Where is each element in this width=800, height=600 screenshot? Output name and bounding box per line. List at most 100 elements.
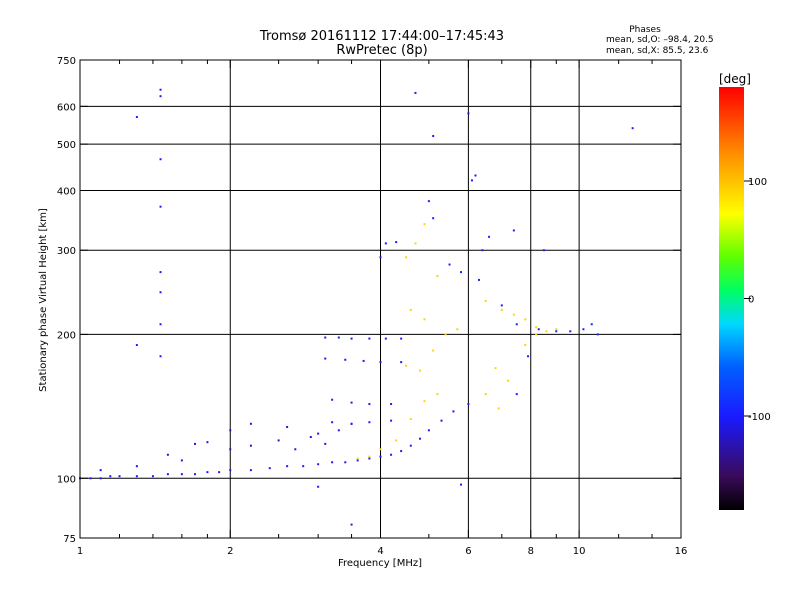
y-tick-label: 75 bbox=[63, 534, 76, 545]
data-point bbox=[436, 274, 439, 277]
data-point bbox=[631, 127, 634, 130]
data-point bbox=[419, 437, 422, 440]
data-point bbox=[159, 271, 162, 274]
data-point bbox=[436, 393, 439, 396]
data-point bbox=[337, 429, 340, 432]
data-point bbox=[356, 457, 359, 460]
data-point bbox=[444, 333, 447, 336]
data-point bbox=[99, 469, 102, 472]
colorbar-label: [deg] bbox=[719, 72, 751, 86]
x-tick-label: 8 bbox=[528, 546, 534, 557]
data-point bbox=[414, 91, 417, 94]
data-point bbox=[470, 179, 473, 182]
data-point bbox=[400, 450, 403, 453]
data-point bbox=[390, 419, 393, 422]
data-point bbox=[350, 337, 353, 340]
y-axis: 75 100 200 300 400 500 600 750 bbox=[57, 56, 681, 545]
x-tick-label: 1 bbox=[77, 546, 83, 557]
data-point bbox=[545, 330, 548, 333]
data-point bbox=[452, 410, 455, 413]
data-point bbox=[159, 205, 162, 208]
colorbar-tick-label: 0 bbox=[748, 295, 754, 306]
data-point bbox=[135, 344, 138, 347]
data-point bbox=[368, 337, 371, 340]
data-point bbox=[368, 421, 371, 424]
data-point bbox=[277, 439, 280, 442]
data-point bbox=[400, 337, 403, 340]
data-point bbox=[582, 328, 585, 331]
data-point bbox=[506, 379, 509, 382]
data-point bbox=[166, 453, 169, 456]
y-tick-label: 500 bbox=[57, 140, 76, 151]
y-axis-label: Stationary phase Virtual Height [km] bbox=[38, 208, 49, 392]
data-point bbox=[368, 455, 371, 458]
data-point bbox=[206, 471, 209, 474]
data-point bbox=[524, 318, 527, 321]
data-point bbox=[448, 263, 451, 266]
data-point bbox=[537, 328, 540, 331]
data-point bbox=[535, 333, 538, 336]
data-point bbox=[286, 426, 289, 429]
data-point bbox=[515, 323, 518, 326]
y-tick-label: 300 bbox=[57, 246, 76, 257]
x-axis-label: Frequency [MHz] bbox=[338, 558, 422, 569]
data-point bbox=[409, 308, 412, 311]
data-point bbox=[206, 441, 209, 444]
data-point bbox=[159, 88, 162, 91]
x-tick-label: 2 bbox=[227, 546, 233, 557]
data-point bbox=[118, 475, 121, 478]
data-point bbox=[596, 333, 599, 336]
data-point bbox=[331, 398, 334, 401]
data-point bbox=[484, 393, 487, 396]
data-point bbox=[249, 469, 252, 472]
data-point bbox=[427, 429, 430, 432]
data-point bbox=[400, 361, 403, 364]
data-point bbox=[494, 367, 497, 370]
data-point bbox=[590, 323, 593, 326]
data-point bbox=[440, 419, 443, 422]
data-point bbox=[194, 473, 197, 476]
data-point bbox=[324, 357, 327, 360]
data-point bbox=[180, 473, 183, 476]
data-point bbox=[379, 361, 382, 364]
data-point bbox=[477, 278, 480, 281]
grid bbox=[80, 60, 681, 538]
data-point bbox=[135, 115, 138, 118]
data-point bbox=[294, 448, 297, 451]
data-point bbox=[356, 459, 359, 462]
data-point bbox=[362, 359, 365, 362]
data-point bbox=[350, 422, 353, 425]
data-point bbox=[569, 330, 572, 333]
data-point bbox=[379, 448, 382, 451]
data-point bbox=[324, 336, 327, 339]
data-point bbox=[467, 112, 470, 115]
data-point bbox=[229, 469, 232, 472]
y-tick-label: 750 bbox=[57, 56, 76, 67]
data-point bbox=[331, 421, 334, 424]
data-point bbox=[384, 337, 387, 340]
data-point bbox=[460, 483, 463, 486]
y-tick-label: 400 bbox=[57, 186, 76, 197]
data-point bbox=[302, 465, 305, 468]
data-point bbox=[249, 422, 252, 425]
x-axis: 1 2 4 6 8 10 16 bbox=[77, 60, 687, 557]
data-point bbox=[268, 467, 271, 470]
data-point bbox=[524, 344, 527, 347]
x-tick-label: 4 bbox=[377, 546, 383, 557]
y-tick-label: 200 bbox=[57, 330, 76, 341]
x-tick-label: 6 bbox=[465, 546, 471, 557]
x-tick-label: 10 bbox=[573, 546, 586, 557]
data-point bbox=[423, 223, 426, 226]
data-point bbox=[427, 200, 430, 203]
data-point bbox=[350, 401, 353, 404]
phase-stats-x-mode: mean, sd,X: 85.5, 23.6 bbox=[606, 46, 709, 56]
data-point bbox=[159, 95, 162, 98]
colorbar-ticks: 100 0 -100 bbox=[744, 177, 771, 423]
data-point bbox=[368, 403, 371, 406]
chart-title: Tromsø 20161112 17:44:00–17:45:43 bbox=[259, 29, 504, 44]
data-point bbox=[344, 358, 347, 361]
phase-stats-header: Phases bbox=[629, 25, 661, 35]
data-point bbox=[481, 249, 484, 252]
data-point bbox=[194, 442, 197, 445]
